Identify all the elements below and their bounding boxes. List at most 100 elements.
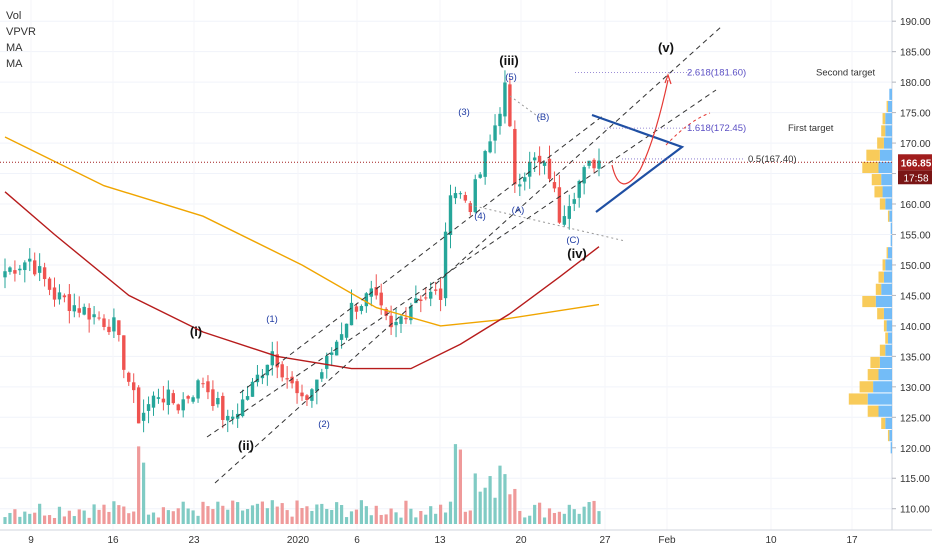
- candle-body: [191, 397, 195, 402]
- candle-body: [339, 334, 344, 340]
- candle-body: [285, 378, 289, 380]
- candle-body: [260, 375, 265, 379]
- candle-body: [186, 396, 190, 399]
- candle-body: [146, 404, 151, 411]
- candle-body: [374, 287, 378, 296]
- candle-body: [62, 295, 67, 298]
- volume-bar: [231, 500, 235, 524]
- volume-bar: [389, 508, 393, 524]
- vpvr-up-bar: [885, 198, 892, 210]
- volume-bar: [255, 503, 260, 524]
- volume-bar: [567, 504, 571, 524]
- candle-body: [23, 262, 27, 271]
- y-tick-label: 190.00: [900, 17, 931, 28]
- vpvr-up-bar: [887, 332, 892, 344]
- volume-bar: [315, 504, 319, 524]
- legend-ma-1[interactable]: MA: [6, 42, 23, 54]
- volume-bar: [434, 513, 438, 524]
- volume-bar: [503, 474, 507, 524]
- candle-body: [453, 193, 458, 199]
- candles: [3, 70, 601, 433]
- vpvr-up-bar: [885, 259, 892, 271]
- volume-bar: [325, 508, 329, 524]
- volume-bar: [275, 506, 279, 524]
- candle-body: [141, 412, 146, 421]
- indicator-legend: Vol VPVR MA MA: [6, 8, 36, 72]
- candle-body: [503, 82, 507, 117]
- volume-bar: [57, 506, 62, 524]
- volume-bar: [394, 512, 398, 524]
- vpvr-up-bar: [885, 125, 892, 137]
- candle-body: [508, 84, 512, 127]
- wave-labels: (i) (ii) (iii) (iv) (v) (1) (2) (3) (4) (5) (A) (B)…: [190, 40, 674, 453]
- vpvr-down-bar: [862, 295, 876, 308]
- projection-curve: [611, 79, 669, 185]
- volume-bar: [122, 506, 126, 524]
- wave-label-major: (ii): [238, 438, 254, 453]
- vpvr-up-bar: [890, 234, 892, 247]
- volume-bar: [127, 513, 131, 524]
- vpvr-down-bar: [867, 369, 879, 381]
- volume-bar: [102, 504, 106, 524]
- vpvr-down-bar: [871, 174, 882, 186]
- volume-bar: [424, 514, 428, 524]
- vpvr-down-bar: [867, 405, 879, 417]
- volume-bar: [23, 511, 27, 524]
- legend-vol[interactable]: Vol: [6, 10, 22, 22]
- vpvr-down-bar: [879, 344, 886, 356]
- volume-bar: [280, 503, 284, 524]
- candle-body: [389, 315, 393, 328]
- candle-body: [67, 294, 72, 311]
- countdown-badge-value: 17:58: [903, 173, 928, 184]
- volume-bar: [453, 444, 458, 524]
- volume-bar: [592, 500, 596, 524]
- channel-line: [214, 25, 723, 484]
- candle-body: [463, 195, 468, 201]
- volume-bar: [379, 514, 383, 524]
- wave-label-major: (i): [190, 324, 202, 339]
- vpvr-up-bar: [867, 393, 892, 405]
- vpvr-down-bar: [887, 429, 890, 442]
- volume-bar: [369, 515, 373, 524]
- candle-body: [87, 307, 91, 320]
- candle-body: [136, 387, 141, 424]
- y-tick-label: 140.00: [900, 322, 931, 333]
- legend-vpvr[interactable]: VPVR: [6, 26, 36, 38]
- projection-path: [611, 73, 711, 185]
- volume-bar: [335, 502, 339, 524]
- volume-bar: [137, 446, 141, 524]
- wave-label-minor: (3): [458, 107, 470, 118]
- legend-ma-2[interactable]: MA: [6, 58, 23, 70]
- candle-body: [547, 158, 552, 179]
- candle-body: [161, 398, 166, 403]
- volume-bar: [557, 511, 561, 524]
- vpvr-up-bar: [889, 429, 892, 442]
- candle-body: [231, 416, 235, 419]
- candle-body: [483, 151, 487, 177]
- vpvr-down-bar: [875, 283, 882, 295]
- candle-body: [537, 155, 542, 163]
- volume-bar: [528, 515, 532, 524]
- volume-bar: [241, 510, 245, 524]
- volume-bar: [181, 501, 185, 524]
- volume-bar: [216, 501, 220, 524]
- wave-label-minor: (5): [505, 72, 517, 83]
- volume-bar: [552, 512, 557, 524]
- volume-bar: [92, 504, 96, 524]
- moving-average-2: [4, 191, 600, 370]
- candle-body: [597, 160, 601, 169]
- volume-bar: [330, 510, 334, 524]
- candle-body: [562, 216, 567, 225]
- candle-body: [295, 381, 299, 394]
- candle-body: [528, 161, 532, 177]
- volume-bar: [265, 508, 269, 524]
- vpvr-up-bar: [883, 308, 892, 320]
- candle-body: [112, 317, 116, 332]
- x-tick-label: 20: [515, 535, 527, 546]
- candle-body: [255, 374, 260, 383]
- candle-body: [532, 157, 537, 161]
- projection-curve-2: [665, 112, 711, 146]
- candle-body: [523, 177, 527, 182]
